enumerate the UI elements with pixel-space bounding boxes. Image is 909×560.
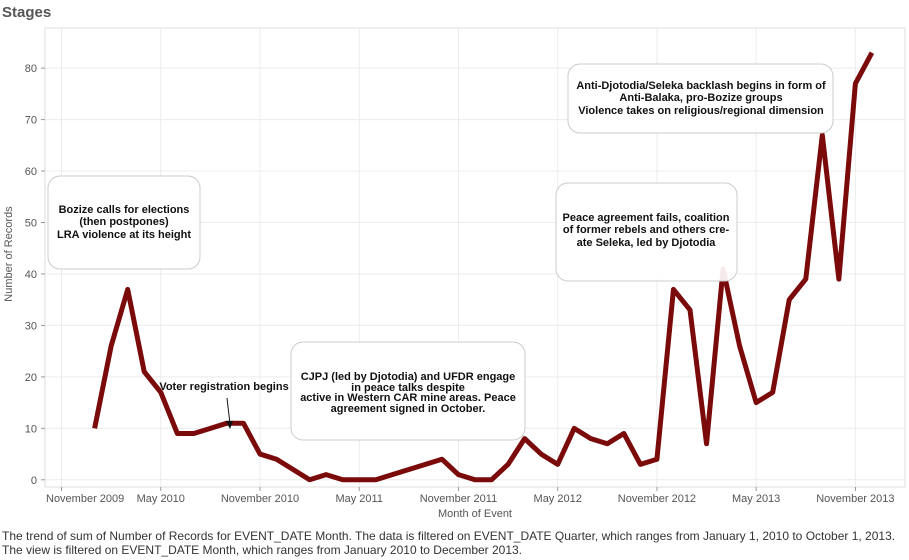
y-tick-label: 60 — [25, 166, 37, 178]
x-tick-label: May 2012 — [534, 493, 582, 505]
y-tick-label: 80 — [25, 63, 37, 75]
caption: The view is filtered on EVENT_DATE Month… — [2, 543, 522, 557]
annotation-box — [555, 182, 738, 282]
x-tick-label: November 2011 — [420, 493, 497, 505]
x-tick-label: May 2011 — [335, 493, 383, 505]
annotation-text: Voter registration begins — [159, 381, 288, 393]
y-tick-label: 10 — [25, 423, 37, 435]
x-axis-label: Month of Event — [438, 508, 512, 520]
x-tick-label: May 2010 — [137, 493, 185, 505]
annotation-arrow — [226, 397, 231, 425]
plot-area — [44, 27, 906, 488]
annotation-box — [47, 175, 201, 270]
annotation-text: Bozize calls for elections — [59, 204, 190, 216]
line-series — [92, 51, 875, 483]
annotation-text: (then postpones) — [79, 216, 169, 228]
x-tick-label: November 2009 — [46, 493, 124, 505]
annotation-text: of former rebels and others cre- — [563, 224, 730, 236]
annotation-text: Anti-Djotodia/Seleka backlash begins in … — [576, 80, 826, 92]
annotation-text: in peace talks despite — [351, 382, 465, 394]
x-tick-label: May 2013 — [732, 493, 780, 505]
annotation-box — [567, 63, 834, 134]
annotation-text: agreement signed in October. — [331, 403, 486, 415]
x-tick-label: November 2012 — [618, 493, 696, 505]
annotation-text: LRA violence at its height — [57, 229, 191, 241]
annotation-box — [290, 341, 526, 441]
x-tick-label: November 2013 — [816, 493, 894, 505]
x-tick-label: November 2010 — [221, 493, 299, 505]
y-axis-label: Number of Records — [3, 206, 15, 302]
annotation-arrowhead — [226, 421, 233, 429]
annotation-text: Peace agreement fails, coalition — [563, 212, 730, 224]
y-tick-label: 30 — [25, 320, 37, 332]
annotation-text: active in Western CAR mine areas. Peace — [300, 392, 516, 404]
annotation-text: Violence takes on religious/regional dim… — [578, 105, 824, 117]
y-tick-label: 50 — [25, 218, 37, 230]
y-tick-label: 0 — [31, 475, 37, 487]
annotation-text: ate Seleka, led by Djotodia — [577, 237, 717, 249]
annotation-text: CJPJ (led by Djotodia) and UFDR engage — [301, 371, 516, 383]
y-tick-label: 70 — [25, 115, 37, 127]
caption: The trend of sum of Number of Records fo… — [2, 529, 895, 543]
chart-title: Stages — [2, 4, 51, 21]
y-tick-label: 20 — [25, 372, 37, 384]
annotation-text: Anti-Balaka, pro-Bozize groups — [619, 92, 782, 104]
y-tick-label: 40 — [25, 269, 37, 281]
